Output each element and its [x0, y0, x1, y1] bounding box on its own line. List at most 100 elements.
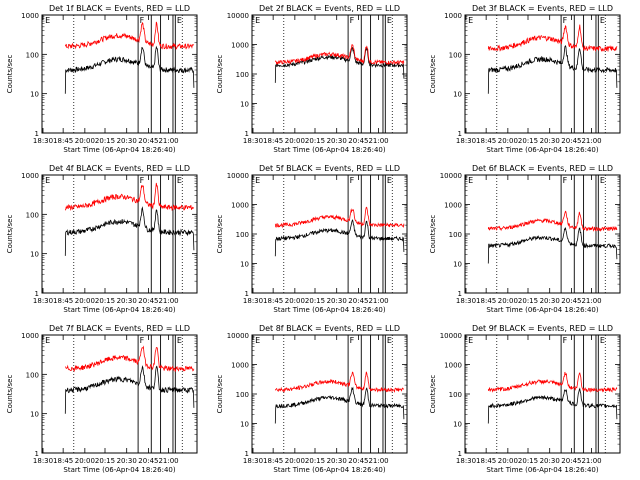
x-tick-label: 18:45 — [263, 457, 283, 465]
lld-series-line — [64, 182, 195, 212]
marker-glyph: F — [563, 336, 568, 345]
marker-glyph: E — [177, 336, 182, 345]
y-tick-label: 10 — [240, 421, 249, 429]
x-tick-label: 18:45 — [53, 137, 73, 145]
x-tick-label: 21:00 — [368, 137, 388, 145]
marker-glyph: E — [468, 336, 473, 345]
lld-series-line — [274, 44, 405, 66]
x-tick-label: 18:45 — [263, 137, 283, 145]
marker-glyph: F — [350, 176, 355, 185]
y-axis-label: Counts/sec — [6, 215, 14, 254]
y-tick-label: 10000 — [440, 172, 462, 180]
y-tick-label: 10 — [240, 261, 249, 269]
x-tick-label: 20:30 — [117, 457, 137, 465]
x-tick-label: 18:45 — [476, 457, 496, 465]
x-tick-label: 18:45 — [53, 297, 73, 305]
x-tick-label: 20:00 — [498, 297, 518, 305]
x-tick-label: 21:00 — [581, 297, 601, 305]
y-tick-label: 10000 — [227, 172, 249, 180]
x-tick-label: 20:30 — [327, 297, 347, 305]
panel-title: Det 4f BLACK = Events, RED = LLD — [49, 164, 190, 173]
x-tick-label: 20:15 — [95, 457, 115, 465]
panel-title: Det 9f BLACK = Events, RED = LLD — [472, 324, 613, 333]
x-tick-label: 20:30 — [327, 457, 347, 465]
y-tick-label: 1 — [458, 450, 462, 458]
panel-7: Det 7f BLACK = Events, RED = LLD Counts/s… — [6, 324, 198, 474]
x-tick-label: 20:00 — [285, 137, 305, 145]
y-axis-label: Counts/sec — [216, 375, 224, 414]
x-tick-label: 20:45 — [138, 297, 158, 305]
marker-glyph: E — [387, 176, 392, 185]
panel-3: Det 3f BLACK = Events, RED = LLD Counts/s… — [429, 4, 621, 154]
lld-series-line — [487, 210, 618, 232]
y-tick-label: 1000 — [444, 202, 462, 210]
y-tick-label: 1000 — [231, 362, 249, 370]
x-tick-label: 20:15 — [518, 297, 538, 305]
y-axis-label: Counts/sec — [429, 215, 437, 254]
x-tick-label: 18:30 — [243, 457, 263, 465]
y-tick-label: 1000 — [21, 332, 39, 340]
marker-glyph: F — [140, 176, 145, 185]
x-tick-label: 20:15 — [305, 297, 325, 305]
y-tick-label: 100 — [26, 371, 39, 379]
y-tick-label: 1 — [35, 450, 39, 458]
y-tick-label: 100 — [26, 211, 39, 219]
lld-series-line — [487, 24, 618, 52]
events-series-line — [274, 45, 405, 83]
marker-glyph: F — [140, 16, 145, 25]
x-tick-label: 20:45 — [138, 457, 158, 465]
y-tick-label: 1 — [245, 290, 249, 298]
y-tick-label: 10 — [453, 261, 462, 269]
plot-frame — [251, 174, 408, 294]
marker-glyph: E — [45, 176, 50, 185]
y-tick-label: 1000 — [231, 202, 249, 210]
plot-frame — [464, 334, 621, 454]
y-tick-label: 100 — [449, 51, 462, 59]
marker-glyph: E — [600, 336, 605, 345]
events-series-line — [487, 227, 618, 264]
x-tick-label: 21:00 — [581, 137, 601, 145]
y-axis-label: Counts/sec — [6, 375, 14, 414]
marker-glyph: F — [563, 16, 568, 25]
x-tick-label: 20:30 — [117, 297, 137, 305]
x-tick-label: 20:45 — [348, 297, 368, 305]
x-tick-label: 20:00 — [75, 297, 95, 305]
marker-glyph: E — [387, 336, 392, 345]
plot-frame — [41, 334, 198, 454]
x-tick-label: 20:00 — [75, 137, 95, 145]
x-axis-label: Start Time (06-Apr-04 18:26:40) — [63, 466, 175, 474]
y-tick-label: 1 — [458, 130, 462, 138]
events-series-line — [64, 45, 195, 94]
x-tick-label: 20:30 — [327, 137, 347, 145]
x-tick-label: 20:45 — [348, 457, 368, 465]
x-axis-label: Start Time (06-Apr-04 18:26:40) — [273, 466, 385, 474]
y-tick-label: 1 — [458, 290, 462, 298]
marker-glyph: F — [350, 336, 355, 345]
x-tick-label: 18:45 — [476, 137, 496, 145]
x-tick-label: 18:30 — [33, 457, 53, 465]
lld-series-line — [274, 206, 405, 229]
x-tick-label: 18:30 — [243, 137, 263, 145]
x-tick-label: 20:00 — [285, 457, 305, 465]
x-tick-label: 21:00 — [368, 457, 388, 465]
panel-title: Det 7f BLACK = Events, RED = LLD — [49, 324, 190, 333]
x-tick-label: 18:30 — [33, 297, 53, 305]
y-tick-label: 10 — [240, 101, 249, 109]
x-axis-label: Start Time (06-Apr-04 18:26:40) — [273, 306, 385, 314]
plot-frame — [464, 174, 621, 294]
x-tick-label: 20:15 — [95, 137, 115, 145]
panel-title: Det 1f BLACK = Events, RED = LLD — [49, 4, 190, 13]
x-axis-label: Start Time (06-Apr-04 18:26:40) — [486, 146, 598, 154]
x-tick-label: 21:00 — [158, 137, 178, 145]
x-tick-label: 20:30 — [540, 137, 560, 145]
panel-title: Det 3f BLACK = Events, RED = LLD — [472, 4, 613, 13]
marker-glyph: E — [600, 16, 605, 25]
y-tick-label: 100 — [236, 71, 249, 79]
y-tick-label: 1 — [35, 130, 39, 138]
x-tick-label: 21:00 — [368, 297, 388, 305]
marker-glyph: E — [255, 176, 260, 185]
marker-glyph: E — [468, 176, 473, 185]
y-axis-label: Counts/sec — [429, 55, 437, 94]
x-axis-label: Start Time (06-Apr-04 18:26:40) — [486, 466, 598, 474]
lld-series-line — [64, 21, 195, 51]
